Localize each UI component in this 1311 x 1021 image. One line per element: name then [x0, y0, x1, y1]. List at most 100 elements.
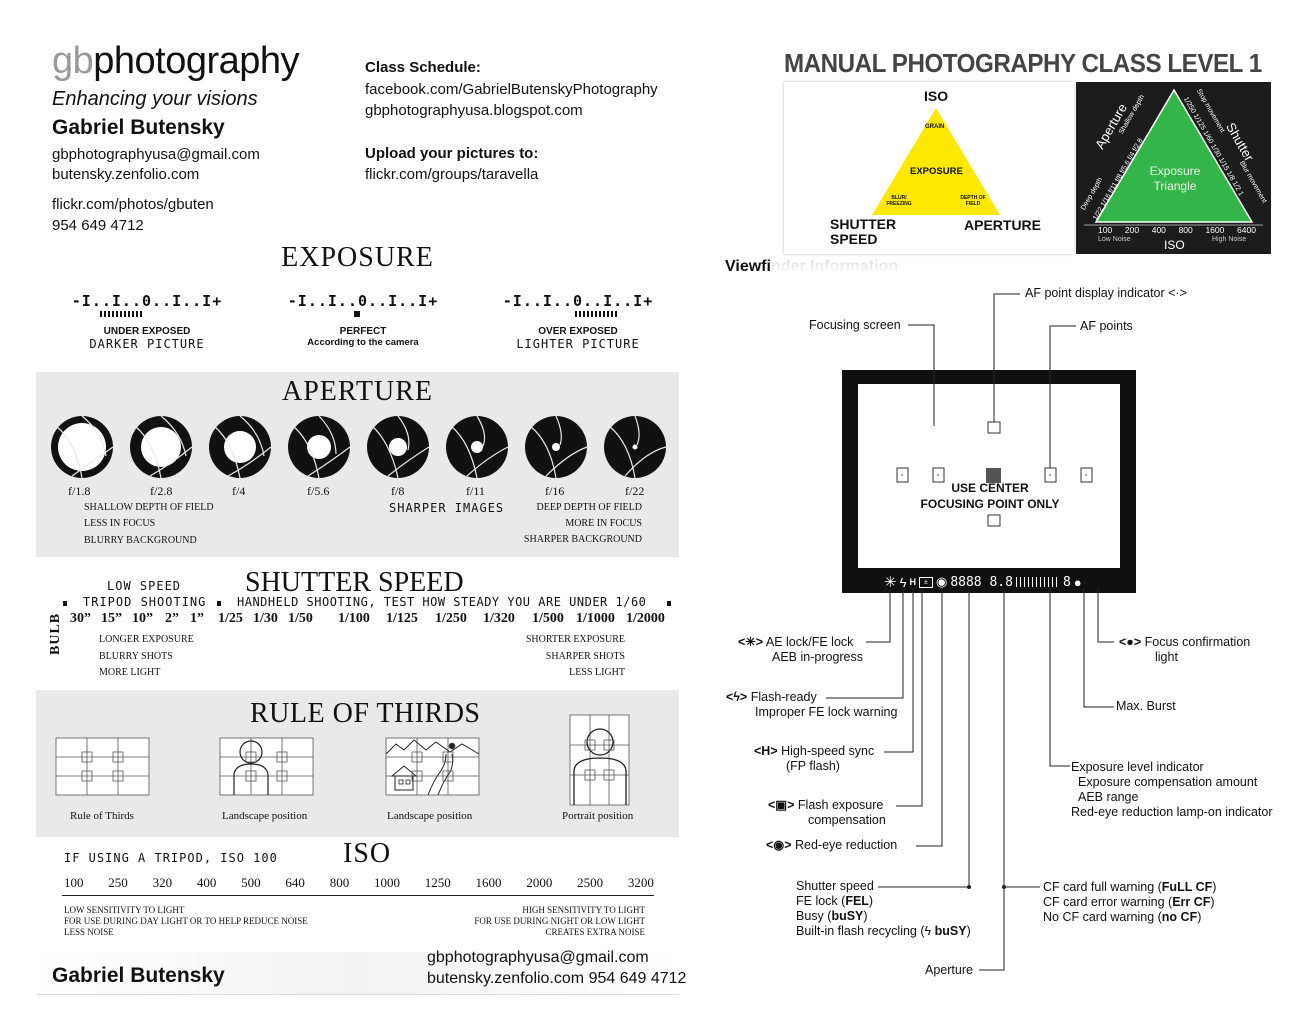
cf-block-line: CF card full warning ( [1043, 880, 1162, 894]
shutter-speed: 1/50 [288, 611, 313, 626]
green-triangle-shape [1084, 88, 1263, 226]
exposure-triangle-yellow: ISO GRAIN EXPOSURE BLUR/ FREEZING DEPTH … [784, 82, 1074, 254]
iso-note-right: HIGH SENSITIVITY TO LIGHT [522, 905, 645, 915]
footer-site-phone: butensky.zenfolio.com 954 649 4712 [427, 970, 687, 987]
meter-bars [575, 311, 619, 317]
thirds-caption: Portrait position [562, 810, 634, 822]
aperture-icon-f8 [367, 416, 429, 478]
iso-note-left: FOR USE DURING DAY LIGHT OR TO HELP REDU… [64, 916, 308, 926]
aperture-icon-f22 [604, 416, 666, 478]
contact-email: gbphotographyusa@gmail.com [52, 146, 260, 163]
shutter-speed: 1/250 [435, 611, 467, 626]
iso-note-left: LOW SENSITIVITY TO LIGHT [64, 905, 185, 915]
vf-center-note: USE CENTER FOCUSING POINT ONLY [916, 480, 1064, 512]
flash-symbol: <ϟ> [726, 690, 748, 704]
tri-grain: GRAIN [925, 124, 945, 130]
footer-email: gbphotographyusa@gmail.com [427, 949, 649, 966]
green-iso-value: 6400 [1237, 225, 1256, 235]
thirds-title: RULE OF THIRDS [250, 698, 481, 729]
shutter-speed-scale: 30” 15” 10” 2” 1” 1/25 1/30 1/50 1/100 1… [70, 611, 676, 627]
vf-fec: <▣> Flash exposure compensation [768, 798, 886, 828]
hss-line-1: High-speed sync [781, 744, 875, 758]
shutter-speed: 1/125 [386, 611, 418, 626]
vf-center-note-1: USE CENTER [951, 481, 1029, 495]
meter-scale: -I..I..0..I..I+ [287, 292, 439, 310]
cf-block-line: No CF card warning ( [1043, 910, 1162, 924]
iso-value: 320 [152, 875, 173, 890]
shutter-bulb: BULB [48, 612, 63, 655]
shutter-note-left: BLURRY SHOTS [99, 651, 173, 662]
exposure-meter-over: -I..I..0..I..I+ OVER EXPOSED LIGHTER PIC… [483, 292, 673, 351]
shutter-note-right: SHORTER EXPOSURE [525, 634, 625, 645]
iso-value: 400 [196, 875, 217, 890]
green-low-noise: Low Noise [1098, 236, 1131, 243]
iso-divider [62, 895, 654, 896]
iso-value: 500 [241, 875, 261, 890]
shutter-speed: 1/2000 [626, 611, 665, 626]
aperture-stop: f/1.8 [68, 484, 91, 498]
shutter-speed: 15” [101, 611, 122, 626]
ae-lock-icon: ✳ [884, 574, 897, 591]
aperture-stop: f/2.8 [150, 484, 173, 498]
aperture-icon-f2-8 [130, 416, 192, 478]
aperture-icons [51, 415, 667, 479]
tagline: Enhancing your visions [52, 88, 258, 110]
ae-lock-line-2: AEB in-progress [772, 650, 864, 664]
redeye-symbol: <◉> [766, 838, 792, 852]
meter-bars [100, 311, 144, 317]
green-iso-value: 1600 [1205, 225, 1225, 235]
fec-symbol: <▣> [768, 798, 795, 812]
exposure-triangle-green: Exposure Triangle Aperture Shallow depth… [1076, 82, 1271, 254]
thirds-illustrations [55, 714, 630, 806]
tri-blur: BLUR/ FREEZING [886, 195, 912, 207]
vf-aperture: Aperture [925, 963, 973, 977]
code-nocf: no CF [1161, 910, 1198, 924]
thirds-caption: Landscape position [387, 810, 473, 822]
thirds-grid-landscape-person [219, 737, 314, 796]
aperture-icon-f11 [446, 416, 508, 478]
iso-value: 2500 [577, 875, 604, 890]
aperture-stop: f/11 [466, 484, 485, 498]
shutter-note-left: LONGER EXPOSURE [99, 634, 194, 645]
green-center: Exposure Triangle [1149, 164, 1201, 193]
shutter-speed: 10” [132, 611, 153, 626]
max-burst-icon: 8 [1062, 574, 1071, 590]
ae-lock-symbol: <✳> [738, 635, 764, 649]
iso-value: 3200 [627, 875, 654, 890]
hss-line-2: (FP flash) [786, 759, 840, 773]
exp-level-line: Exposure level indicator [1071, 760, 1204, 774]
code-busy: buSY [831, 909, 864, 923]
lcd-digits: 8888 8.8 [950, 574, 1013, 590]
shutter-speed: 1/500 [532, 611, 564, 626]
focus-line-2: light [1155, 650, 1178, 664]
thirds-grid-landscape-house [385, 737, 480, 796]
aperture-stop: f/22 [625, 484, 645, 498]
thirds-grid-portrait [569, 714, 630, 806]
hss-icon: H [909, 577, 916, 587]
shutter-speed: 1” [190, 611, 204, 626]
exposure-title: EXPOSURE [281, 242, 434, 273]
meter-scale: -I..I..0..I..I+ [502, 292, 654, 310]
meter-label-1: UNDER EXPOSED [103, 326, 191, 337]
shutter-speed: 1/25 [218, 611, 243, 626]
meter-label-1: OVER EXPOSED [538, 326, 618, 337]
aperture-icon-f5-6 [288, 416, 350, 478]
focus-line-1: Focus confirmation [1144, 635, 1251, 649]
green-iso: ISO [1164, 238, 1185, 252]
iso-value: 250 [108, 875, 128, 890]
aperture-note-left: BLURRY BACKGROUND [84, 535, 197, 546]
focus-symbol: <●> [1119, 635, 1142, 649]
viewfinder-heading: Viewfinder Information [725, 258, 910, 276]
exp-level-line: Red-eye reduction lamp-on indicator [1071, 805, 1273, 819]
green-iso-value: 200 [1124, 225, 1140, 235]
aperture-note-right: DEEP DEPTH OF FIELD [536, 502, 642, 513]
exposure-meter-perfect: -I..I..0..I..I+ PERFECT According to the… [268, 292, 458, 348]
vf-hss: <H> High-speed sync (FP flash) [754, 744, 874, 774]
green-iso-value: 100 [1098, 225, 1113, 235]
thirds-caption: Landscape position [222, 810, 308, 822]
aperture-stop: f/16 [545, 484, 565, 498]
viewfinder-diagram [826, 293, 1136, 971]
fec-line-1: Flash exposure [797, 798, 884, 812]
shutter-speed: 2” [165, 611, 179, 626]
exposure-level-scale-icon [1015, 577, 1060, 587]
